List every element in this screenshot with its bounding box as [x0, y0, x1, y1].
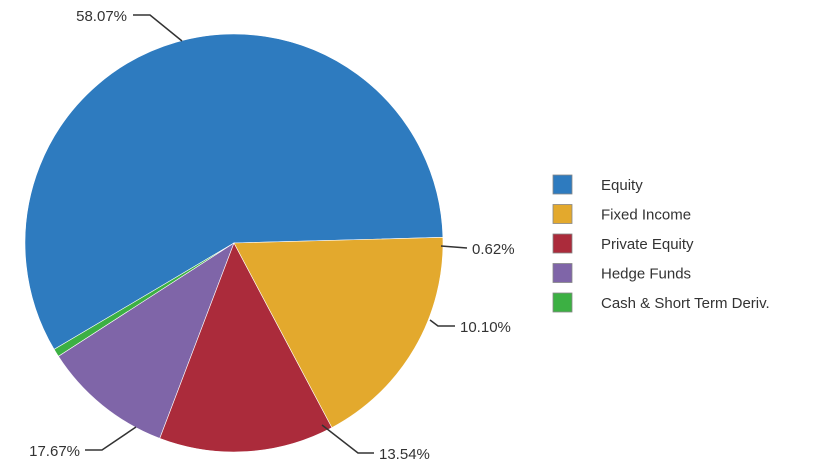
data-label: 58.07%	[76, 8, 127, 25]
legend-swatch	[552, 292, 573, 313]
leader-line	[133, 14, 183, 42]
data-labels: 58.07% 0.62% 10.10% 13.54% 17.67%	[29, 8, 514, 463]
data-label: 13.54%	[379, 446, 430, 463]
pie-slice-fixed-income	[233, 237, 444, 429]
leader-line	[429, 319, 455, 327]
leader-line	[440, 245, 468, 249]
legend-label: Hedge Funds	[601, 266, 691, 283]
legend-label: Equity	[601, 177, 643, 194]
legend-label: Cash & Short Term Deriv.	[601, 295, 770, 312]
data-label: 0.62%	[472, 241, 515, 258]
legend-swatch	[552, 263, 573, 283]
legend-swatch	[552, 233, 573, 254]
pie-slice-equity	[24, 33, 444, 350]
leader-line	[85, 426, 137, 451]
pie-slices	[24, 33, 444, 453]
legend: Equity Fixed Income Private Equity Hedge Fu…	[552, 174, 770, 313]
legend-swatch	[552, 204, 573, 224]
data-label: 17.67%	[29, 443, 80, 460]
legend-label: Private Equity	[601, 236, 694, 253]
pie-slice-hedge-funds	[57, 242, 235, 439]
legend-label: Fixed Income	[601, 207, 691, 224]
pie-slice-private-equity	[159, 242, 333, 453]
leader-lines	[85, 14, 468, 454]
data-label: 10.10%	[460, 319, 511, 336]
legend-swatch	[552, 174, 573, 195]
leader-line	[321, 424, 374, 454]
